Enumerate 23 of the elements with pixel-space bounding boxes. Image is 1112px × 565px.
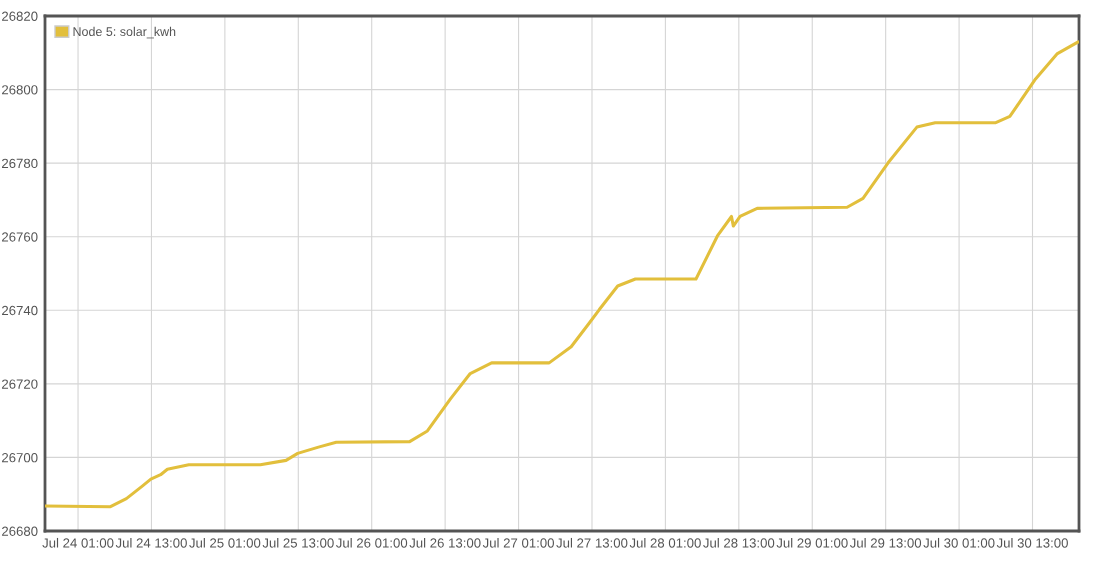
- y-tick-label: 26740: [2, 305, 38, 316]
- x-tick-label: Jul 28 13:00: [703, 537, 775, 548]
- x-tick-label: Jul 27 13:00: [556, 537, 628, 548]
- x-tick-label: Jul 25 13:00: [262, 537, 334, 548]
- y-tick-label: 26760: [2, 232, 38, 242]
- x-tick-label: Jul 24 13:00: [115, 537, 187, 548]
- x-tick-label: Jul 26 01:00: [335, 537, 408, 548]
- legend-label: Node 5: solar_kwh: [73, 26, 176, 39]
- x-tick-label: Jul 29 13:00: [849, 537, 922, 548]
- x-tick-label: Jul 28 01:00: [629, 537, 701, 548]
- x-tick-label: Jul 27 01:00: [482, 537, 554, 548]
- y-tick-label: 26720: [2, 379, 38, 389]
- x-tick-label: Jul 30 13:00: [996, 537, 1068, 548]
- y-tick-label: 26700: [2, 453, 38, 463]
- x-tick-label: Jul 26 13:00: [409, 537, 481, 548]
- x-tick-label: Jul 30 01:00: [923, 537, 995, 548]
- x-tick-label: Jul 29 01:00: [776, 537, 848, 548]
- y-tick-label: 26780: [2, 158, 38, 169]
- y-tick-label: 26680: [2, 526, 38, 536]
- y-tick-label: 26820: [2, 11, 38, 21]
- y-tick-label: 26800: [2, 85, 38, 95]
- x-tick-label: Jul 24 01:00: [42, 537, 114, 548]
- x-tick-label: Jul 25 01:00: [189, 537, 261, 548]
